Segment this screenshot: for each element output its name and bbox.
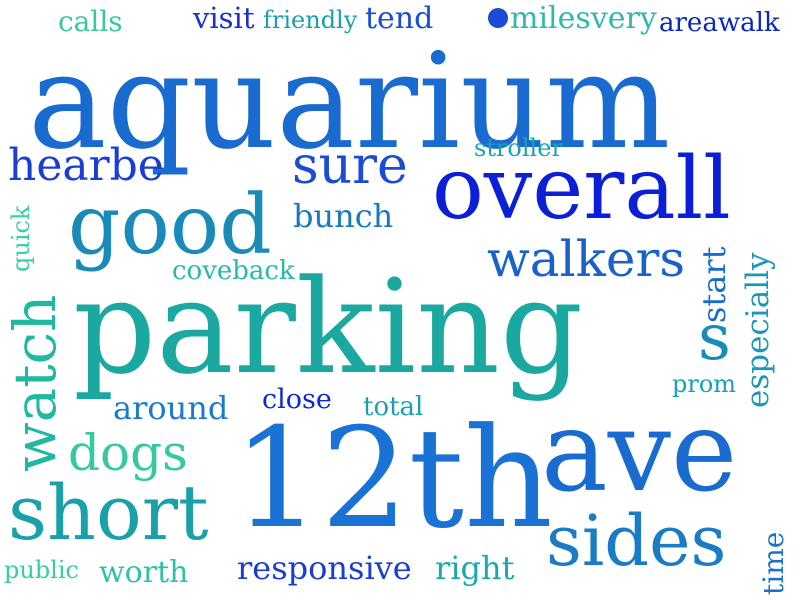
word-responsive: responsive [237, 549, 412, 587]
word-watch: watch [1, 294, 69, 472]
word-tend: tend [365, 1, 434, 36]
word-visit: visit [193, 1, 255, 35]
word-sides: sides [546, 500, 727, 582]
word-milesvery: milesvery [510, 1, 657, 36]
word-areawalk: areawalk [659, 8, 780, 38]
word-parking: parking [73, 251, 584, 403]
word-calls: calls [58, 5, 123, 38]
word-prom: prom [672, 370, 737, 398]
word-stroller: stroller [474, 134, 563, 162]
word-12th: 12th [233, 398, 553, 559]
word-around: around [113, 389, 229, 427]
word-walkers: walkers [487, 230, 686, 288]
word-friendly: friendly [263, 6, 358, 34]
word-overall: overall [432, 139, 731, 239]
word-bunch: bunch [293, 197, 394, 235]
word-especially: especially [740, 252, 776, 408]
word-worth: worth [99, 555, 189, 590]
word-hearbe: hearbe [8, 140, 164, 191]
dot-icon [488, 8, 508, 28]
word-coveback: coveback [172, 256, 295, 286]
word-public: public [4, 556, 79, 584]
word-s: s [698, 301, 731, 375]
word-ave: ave [541, 387, 738, 517]
word-total: total [363, 392, 424, 422]
word-quick: quick [7, 205, 35, 272]
word-sure: sure [292, 136, 408, 196]
word-right: right [435, 549, 515, 587]
word-dogs: dogs [68, 424, 188, 482]
word-short: short [8, 468, 209, 557]
word-start: start [695, 246, 733, 323]
word-close: close [262, 384, 332, 415]
word-good: good [68, 178, 272, 273]
word-aquarium: aquarium [28, 25, 671, 179]
word-time: time [757, 531, 790, 595]
